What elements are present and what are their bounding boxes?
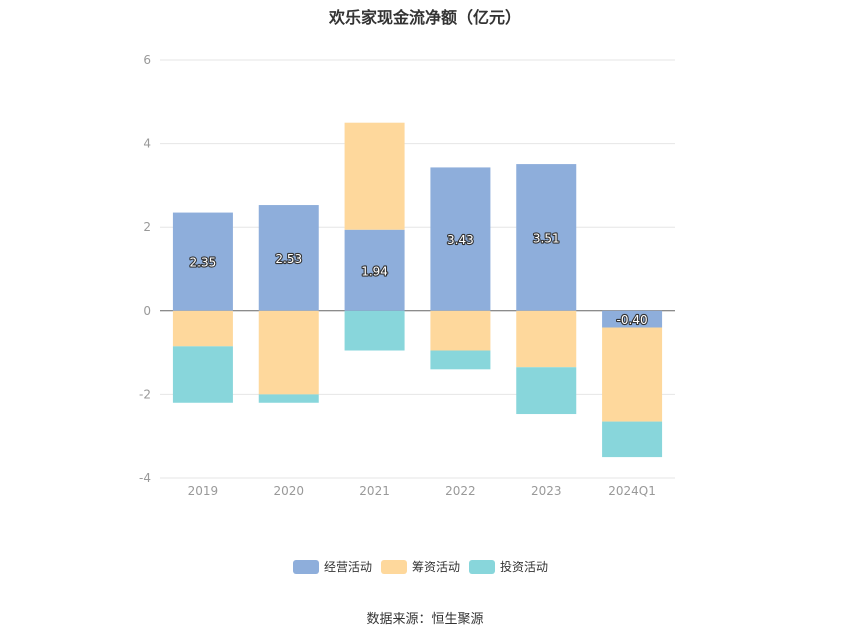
x-tick-label: 2024Q1 [608,484,656,498]
y-axis: -4 -2 0 2 4 6 [139,53,151,485]
bar-labels: 2.35 2.53 1.94 3.43 3.51 -0.40 [188,230,648,328]
grid [160,59,675,479]
x-tick-label: 2019 [188,484,219,498]
bar-investing-2024Q1[interactable] [602,421,663,458]
legend-label: 经营活动 [324,560,372,574]
bar-investing-2023[interactable] [516,367,577,415]
bar-investing-2019[interactable] [172,346,233,403]
legend-swatch-operating [293,560,319,574]
bar-financing-2022[interactable] [430,310,491,351]
bar-financing-2023[interactable] [516,310,577,368]
y-tick-label: 0 [143,304,151,318]
legend-swatch-financing [381,560,407,574]
legend-item-financing[interactable]: 筹资活动 [381,560,460,574]
legend[interactable]: 经营活动 筹资活动 投资活动 [293,559,548,574]
y-tick-label: 6 [143,53,151,67]
x-tick-label: 2020 [273,484,304,498]
data-label: 3.43 [447,233,474,247]
data-label: 3.51 [533,231,560,245]
data-label: 2.53 [275,252,302,266]
bar-operating-2022[interactable] [430,167,491,311]
x-tick-label: 2021 [359,484,390,498]
bar-operating-2024Q1[interactable] [602,310,663,328]
y-tick-label: 4 [143,137,151,151]
data-label: 2.35 [190,256,217,270]
data-source-note: 数据来源：恒生聚源 [366,612,484,627]
bar-financing-2021[interactable] [344,122,405,230]
data-label: -0.40 [617,313,648,327]
y-tick-label: -4 [139,471,151,485]
x-axis: 2019 2020 2021 2022 2023 2024Q1 [188,484,656,498]
legend-item-operating[interactable]: 经营活动 [293,560,372,574]
x-tick-label: 2023 [531,484,562,498]
data-label: 1.94 [361,264,388,278]
bar-investing-2020[interactable] [258,394,319,403]
legend-swatch-investing [469,560,495,574]
bars [172,122,663,458]
chart-title: 欢乐家现金流净额（亿元） [328,8,521,27]
bar-investing-2021[interactable] [344,310,405,351]
bar-investing-2022[interactable] [430,350,491,370]
legend-label: 筹资活动 [412,560,460,574]
bar-financing-2019[interactable] [172,310,233,347]
legend-item-investing[interactable]: 投资活动 [469,559,548,574]
bar-operating-2023[interactable] [516,164,577,311]
x-tick-label: 2022 [445,484,476,498]
legend-label: 投资活动 [500,559,548,574]
y-tick-label: -2 [139,387,151,401]
bar-operating-2020[interactable] [258,205,319,311]
bar-financing-2020[interactable] [258,310,319,395]
bar-operating-2021[interactable] [344,229,405,311]
bar-financing-2024Q1[interactable] [602,327,663,422]
y-tick-label: 2 [143,220,151,234]
bar-operating-2019[interactable] [172,212,233,311]
